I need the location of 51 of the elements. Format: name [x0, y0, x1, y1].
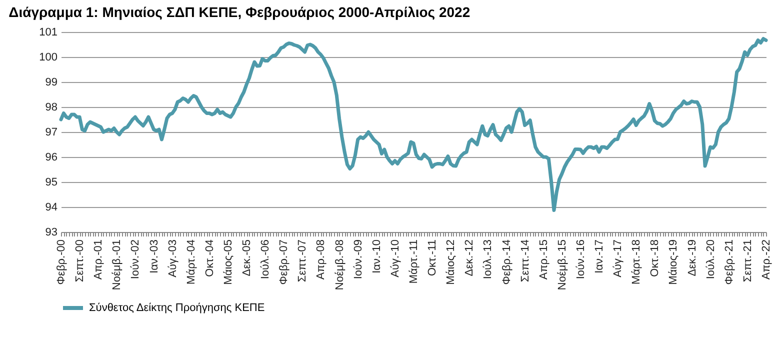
x-tick-label: Μάιος-19 — [668, 240, 680, 285]
x-tick-label: Σεπτ.-21 — [742, 240, 754, 282]
x-tick-label: Ιούλ.-06 — [260, 240, 272, 280]
x-tick-label: Νοέμβ.-01 — [111, 240, 124, 290]
y-tick-label: 93 — [45, 226, 58, 238]
x-tick-label: Ιαν.-10 — [370, 240, 383, 274]
x-tick-label: Σεπτ.-00 — [74, 240, 86, 282]
y-tick-label: 101 — [39, 26, 58, 38]
y-tick-label: 98 — [45, 102, 58, 114]
x-tick-label: Ιαν.-03 — [148, 240, 160, 274]
x-tick-label: Ιούλ.-13 — [482, 240, 494, 280]
x-tick-label: Νοέμβ.-15 — [556, 240, 568, 290]
x-tick-label: Δεκ.-12 — [464, 240, 476, 276]
y-tick-label: 96 — [45, 152, 58, 164]
x-tick-label: Μάρτ.-18 — [630, 240, 643, 284]
x-tick-label: Φεβρ.-21 — [723, 240, 736, 285]
line-series — [59, 37, 768, 212]
x-tick-label: Οκτ.-18 — [649, 240, 662, 277]
x-tick-label: Απρ.-01 — [92, 240, 105, 280]
x-tick-label: Οκτ.-04 — [204, 240, 216, 277]
chart-title: Διάγραμμα 1: Μηνιαίος ΣΔΠ ΚΕΠΕ, Φεβρουάριος 2000-Απρίλιος 2022 — [8, 4, 470, 20]
x-tick-label: Ιούλ.-20 — [704, 240, 717, 280]
x-tick-label: Νοέμβ.-08 — [334, 240, 346, 290]
x-tick-label: Ιούν.-09 — [352, 240, 364, 280]
y-tick-label: 100 — [39, 52, 58, 64]
x-tick-label: Οκτ.-11 — [426, 240, 439, 276]
x-tick-label: Ιαν.-17 — [594, 240, 606, 274]
y-tick-label: 95 — [45, 176, 58, 188]
x-tick-label: Φεβρ.-14 — [500, 240, 513, 285]
x-tick-label: Μάρτ.-11 — [408, 240, 420, 284]
y-tick-label: 99 — [45, 76, 58, 88]
x-tick-label: Σεπτ.-07 — [296, 240, 309, 282]
x-tick-label: Ιούν.-02 — [130, 240, 142, 280]
legend-label: Σύνθετος Δείκτης Προήγησης ΚΕΠΕ — [89, 302, 265, 314]
x-tick-label: Μάρτ.-04 — [185, 240, 198, 284]
x-tick-label: Δεκ.-05 — [241, 240, 254, 276]
y-tick-label: 94 — [45, 202, 58, 214]
x-tick-label: Μάιος-05 — [222, 240, 234, 285]
x-tick-label: Φεβρ.-00 — [56, 240, 68, 285]
x-tick-label: Σεπτ.-14 — [519, 240, 532, 282]
x-tick-label: Απρ.-22 — [760, 240, 772, 280]
x-tick-label: Ιούν.-16 — [574, 240, 587, 280]
x-tick-label: Αύγ.-17 — [612, 240, 624, 278]
x-tick-label: Απρ.-08 — [315, 240, 328, 280]
x-tick-label: Απρ.-15 — [538, 240, 550, 280]
x-tick-label: Μάιος-12 — [445, 240, 458, 285]
x-tick-label: Αύγ.-03 — [166, 240, 179, 278]
x-tick-label: Αύγ.-10 — [389, 240, 402, 278]
y-tick-label: 97 — [45, 126, 58, 138]
x-tick-label: Φεβρ.-07 — [278, 240, 290, 285]
x-tick-label: Δεκ.-19 — [686, 240, 698, 276]
